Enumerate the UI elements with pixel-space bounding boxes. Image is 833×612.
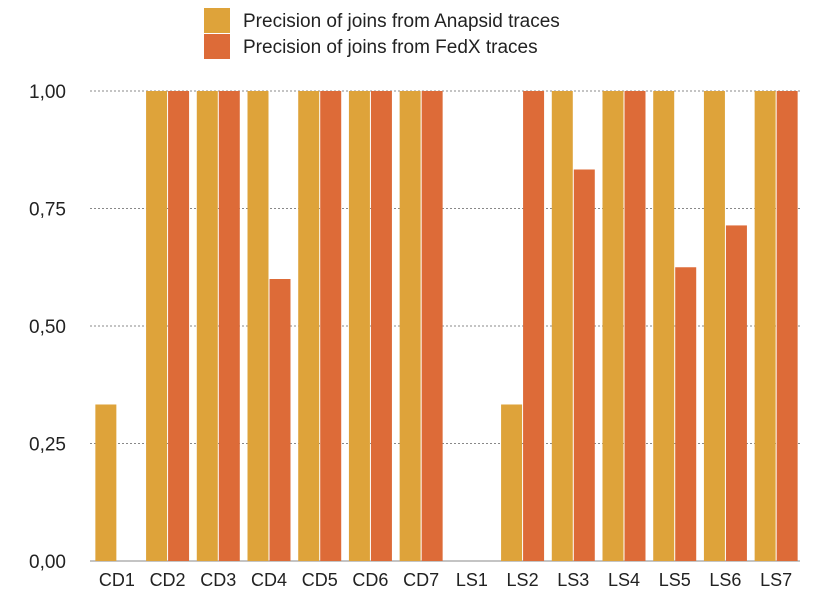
x-tick-label: LS6 — [709, 570, 741, 590]
x-tick-label: CD6 — [352, 570, 388, 590]
x-tick-label: LS2 — [507, 570, 539, 590]
bars-group — [95, 91, 798, 562]
bar-fedx-cd2 — [168, 91, 190, 561]
y-tick-label: 0,25 — [29, 435, 66, 456]
y-tick-label: 0,00 — [29, 552, 66, 573]
bar-anapsid-ls6 — [703, 91, 725, 561]
bar-anapsid-cd3 — [196, 91, 218, 561]
x-tick-label: CD7 — [403, 570, 439, 590]
bar-anapsid-cd7 — [399, 91, 421, 561]
x-tick-label: CD5 — [302, 570, 338, 590]
bar-anapsid-ls2 — [501, 404, 523, 561]
bar-anapsid-ls4 — [602, 91, 624, 561]
bar-fedx-cd6 — [370, 91, 392, 561]
y-axis-tick-labels: 0,00 0,25 0,50 0,75 1,00 — [29, 82, 66, 573]
x-tick-label: CD3 — [200, 570, 236, 590]
legend-label-fedx: Precision of joins from FedX traces — [243, 37, 538, 58]
bar-anapsid-cd2 — [146, 91, 168, 561]
bar-anapsid-ls7 — [754, 91, 776, 561]
legend-swatch-fedx — [204, 34, 230, 59]
bar-fedx-cd7 — [421, 91, 443, 561]
bar-fedx-cd3 — [218, 91, 240, 561]
x-tick-label: CD1 — [99, 570, 135, 590]
y-tick-label: 0,50 — [29, 317, 66, 338]
bar-fedx-cd4 — [269, 279, 291, 561]
bar-fedx-ls4 — [624, 91, 646, 561]
x-tick-label: LS5 — [659, 570, 691, 590]
bar-fedx-ls5 — [675, 267, 697, 561]
bar-fedx-ls3 — [573, 169, 595, 562]
x-tick-label: LS4 — [608, 570, 640, 590]
bar-fedx-cd5 — [320, 91, 342, 561]
y-tick-label: 0,75 — [29, 200, 66, 221]
bar-anapsid-ls3 — [551, 91, 573, 561]
bar-anapsid-cd4 — [247, 91, 269, 561]
bar-fedx-ls7 — [776, 91, 798, 561]
x-axis-category-labels: CD1 CD2 CD3 CD4 CD5 CD6 CD7 LS1 LS2 LS3 LS4 LS5 LS6 L… — [99, 570, 792, 590]
bar-anapsid-cd1 — [95, 404, 117, 561]
x-tick-label: LS3 — [557, 570, 589, 590]
bar-anapsid-cd5 — [298, 91, 320, 561]
legend-label-anapsid: Precision of joins from Anapsid traces — [243, 11, 560, 32]
legend-swatch-anapsid — [204, 8, 230, 33]
bar-anapsid-ls5 — [653, 91, 675, 561]
bar-fedx-ls6 — [725, 225, 747, 562]
bar-anapsid-cd6 — [348, 91, 370, 561]
y-tick-label: 1,00 — [29, 82, 66, 103]
x-tick-label: LS1 — [456, 570, 488, 590]
x-tick-label: CD4 — [251, 570, 287, 590]
bar-fedx-ls2 — [523, 91, 545, 561]
chart-legend: Precision of joins from Anapsid traces P… — [204, 8, 560, 59]
x-tick-label: CD2 — [150, 570, 186, 590]
x-tick-label: LS7 — [760, 570, 792, 590]
